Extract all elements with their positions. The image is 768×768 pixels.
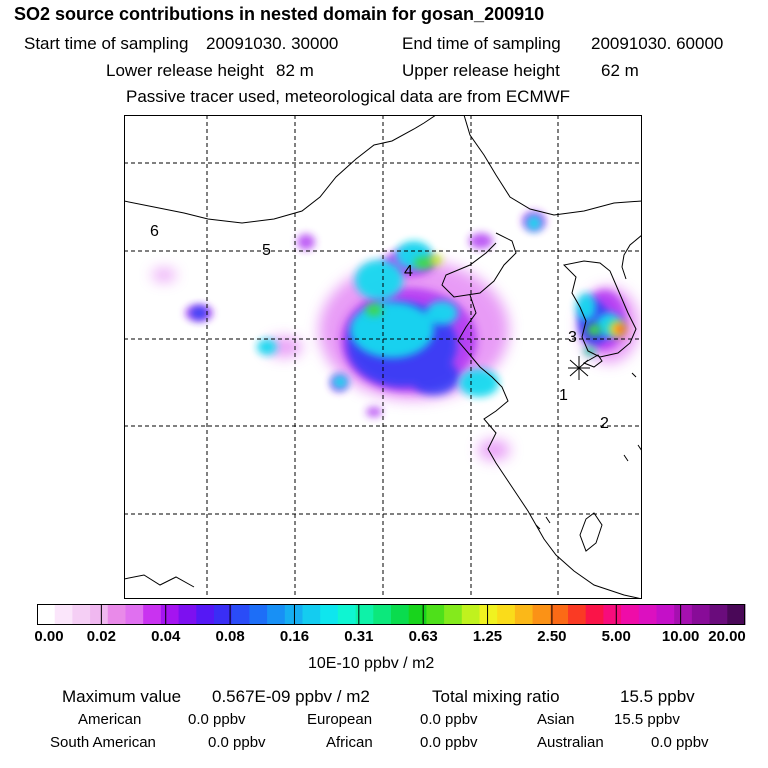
total-mixing-value: 15.5 ppbv: [620, 687, 695, 706]
colorbar-cell: [709, 604, 728, 625]
receptor-star-icon: [568, 356, 590, 380]
colorbar-cell: [532, 604, 551, 625]
asian-label: Asian: [537, 711, 575, 728]
colorbar-cell: [214, 604, 233, 625]
asian-value: 15.5 ppbv: [614, 711, 680, 728]
australian-value: 0.0 ppbv: [651, 734, 709, 751]
colorbar-cell: [638, 604, 657, 625]
colorbar-tick-label: 2.50: [537, 628, 567, 645]
coastlines: [124, 115, 642, 599]
colorbar-tick-label: 0.02: [86, 628, 116, 645]
colorbar-cell: [90, 604, 109, 625]
colorbar-cell: [444, 604, 463, 625]
european-label: European: [307, 711, 373, 728]
colorbar-tick-label: 5.00: [601, 628, 631, 645]
colorbar-cell: [391, 604, 410, 625]
colorbar-cell: [125, 604, 144, 625]
colorbar-cell: [302, 604, 321, 625]
colorbar-cell: [320, 604, 339, 625]
colorbar-tick-label: 1.25: [472, 628, 503, 645]
colorbar-cell: [231, 604, 250, 625]
colorbar-cell: [426, 604, 445, 625]
african-value: 0.0 ppbv: [420, 734, 478, 751]
upper-height-value: 62 m: [601, 61, 639, 80]
colorbar-tick-label: 0.08: [215, 628, 245, 645]
tracer-note: Passive tracer used, meteorological data…: [126, 87, 571, 106]
colorbar-cell: [691, 604, 710, 625]
colorbar-cell: [178, 604, 197, 625]
region-label-5: 5: [262, 242, 271, 259]
colorbar-cell: [585, 604, 604, 625]
max-value: 0.567E-09 ppbv / m2: [212, 687, 370, 706]
colorbar-cell: [196, 604, 215, 625]
colorbar-tick-label: 20.00: [708, 628, 746, 645]
australian-label: Australian: [537, 734, 604, 751]
colorbar-cell: [497, 604, 516, 625]
colorbar-cell: [621, 604, 640, 625]
colorbar-cell: [267, 604, 286, 625]
american-label: American: [78, 711, 142, 728]
chart-title: SO2 source contributions in nested domai…: [14, 4, 545, 24]
european-value: 0.0 ppbv: [420, 711, 478, 728]
colorbar-cell: [461, 604, 480, 625]
lower-height-value: 82 m: [276, 61, 314, 80]
upper-height-label: Upper release height: [402, 61, 560, 80]
colorbar-cell: [479, 604, 498, 625]
colorbar-cell: [337, 604, 356, 625]
colorbar-cell: [408, 604, 427, 625]
colorbar-cell: [355, 604, 374, 625]
map-panel: 1 2 3 4 5 6: [124, 115, 642, 599]
colorbar-cell: [284, 604, 303, 625]
end-time-label: End time of sampling: [402, 34, 561, 53]
colorbar-tick-label: 0.00: [34, 628, 64, 645]
colorbar-cell: [160, 604, 179, 625]
start-time-value: 20091030. 30000: [206, 34, 339, 53]
colorbar-cell: [550, 604, 569, 625]
region-label-4: 4: [404, 263, 413, 280]
colorbar-cell: [107, 604, 126, 625]
colorbar-cell: [674, 604, 693, 625]
colorbar-cell: [727, 604, 746, 625]
african-label: African: [326, 734, 373, 751]
colorbar-tick-label: 0.04: [151, 628, 181, 645]
colorbar-cell: [54, 604, 73, 625]
colorbar-cell: [603, 604, 622, 625]
colorbar-cell: [249, 604, 268, 625]
total-mixing-label: Total mixing ratio: [432, 687, 560, 706]
colorbar-cell: [568, 604, 587, 625]
colorbar-cell: [514, 604, 533, 625]
colorbar-tick-label: 0.16: [279, 628, 310, 645]
south-american-label: South American: [50, 734, 156, 751]
region-label-6: 6: [150, 223, 159, 240]
plume-cyan: [257, 215, 622, 397]
colorbar-tick-label: 10.00: [661, 628, 700, 645]
colorbar: [37, 604, 746, 625]
region-label-2: 2: [600, 415, 609, 432]
colorbar-tick-label: 0.63: [408, 628, 438, 645]
colorbar-cell: [656, 604, 675, 625]
american-value: 0.0 ppbv: [188, 711, 246, 728]
colorbar-cell: [373, 604, 392, 625]
colorbar-cell: [143, 604, 162, 625]
map-frame: [124, 115, 642, 599]
region-label-1: 1: [559, 387, 568, 404]
start-time-label: Start time of sampling: [24, 34, 189, 53]
plume-hotspot: [430, 255, 627, 337]
colorbar-cell: [37, 604, 56, 625]
colorbar-cell: [72, 604, 91, 625]
lat-lon-grid: [124, 115, 642, 599]
max-value-label: Maximum value: [62, 687, 182, 706]
lower-height-label: Lower release height: [106, 61, 264, 80]
colorbar-tick-label: 0.31: [344, 628, 374, 645]
south-american-value: 0.0 ppbv: [208, 734, 266, 751]
region-label-3: 3: [568, 329, 577, 346]
end-time-value: 20091030. 60000: [591, 34, 724, 53]
colorbar-unit: 10E-10 ppbv / m2: [308, 655, 435, 672]
